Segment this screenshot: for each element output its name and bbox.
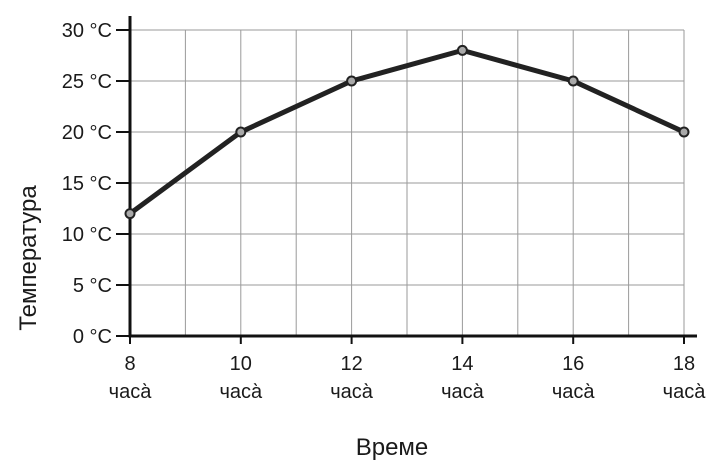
y-tick-label: 25 °C — [62, 71, 112, 93]
x-tick-unit: часа̀ — [663, 381, 707, 403]
y-tick-label: 5 °C — [73, 275, 112, 297]
grid-lines — [130, 29, 685, 336]
x-tick-label: 18 — [673, 353, 695, 375]
data-point — [235, 126, 247, 138]
data-point — [124, 208, 136, 220]
y-tick-label: 20 °C — [62, 122, 112, 144]
x-tick-label: 14 — [451, 353, 473, 375]
series-line — [128, 47, 686, 216]
y-tick-label: 0 °C — [73, 326, 112, 348]
x-tick-unit: часа̀ — [552, 381, 596, 403]
y-tick-label: 30 °C — [62, 20, 112, 42]
data-point — [678, 126, 690, 138]
x-tick-labels: 8 часа̀ 10 часа̀ 12 часа̀ 14 часа̀ 16 часа̀ 18 часа… — [109, 353, 707, 403]
y-tick-labels: 0 °C 5 °C 10 °C 15 °C 20 °C 25 °C 30 °C — [62, 20, 112, 348]
axes — [116, 16, 697, 344]
data-point — [456, 44, 468, 56]
x-tick-label: 10 — [230, 353, 252, 375]
y-axis-title: Температура — [15, 185, 42, 331]
x-tick-unit: часа̀ — [109, 381, 153, 403]
y-tick-label: 15 °C — [62, 173, 112, 195]
x-tick-label: 12 — [340, 353, 362, 375]
x-axis-title: Време — [356, 434, 429, 461]
y-tick-label: 10 °C — [62, 224, 112, 246]
x-tick-label: 16 — [562, 353, 584, 375]
data-point — [346, 75, 358, 87]
x-tick-unit: часа̀ — [219, 381, 263, 403]
series-layer — [124, 44, 690, 220]
data-point — [567, 75, 579, 87]
x-tick-label: 8 — [124, 353, 135, 375]
x-tick-unit: часа̀ — [441, 381, 485, 403]
x-tick-unit: часа̀ — [330, 381, 374, 403]
